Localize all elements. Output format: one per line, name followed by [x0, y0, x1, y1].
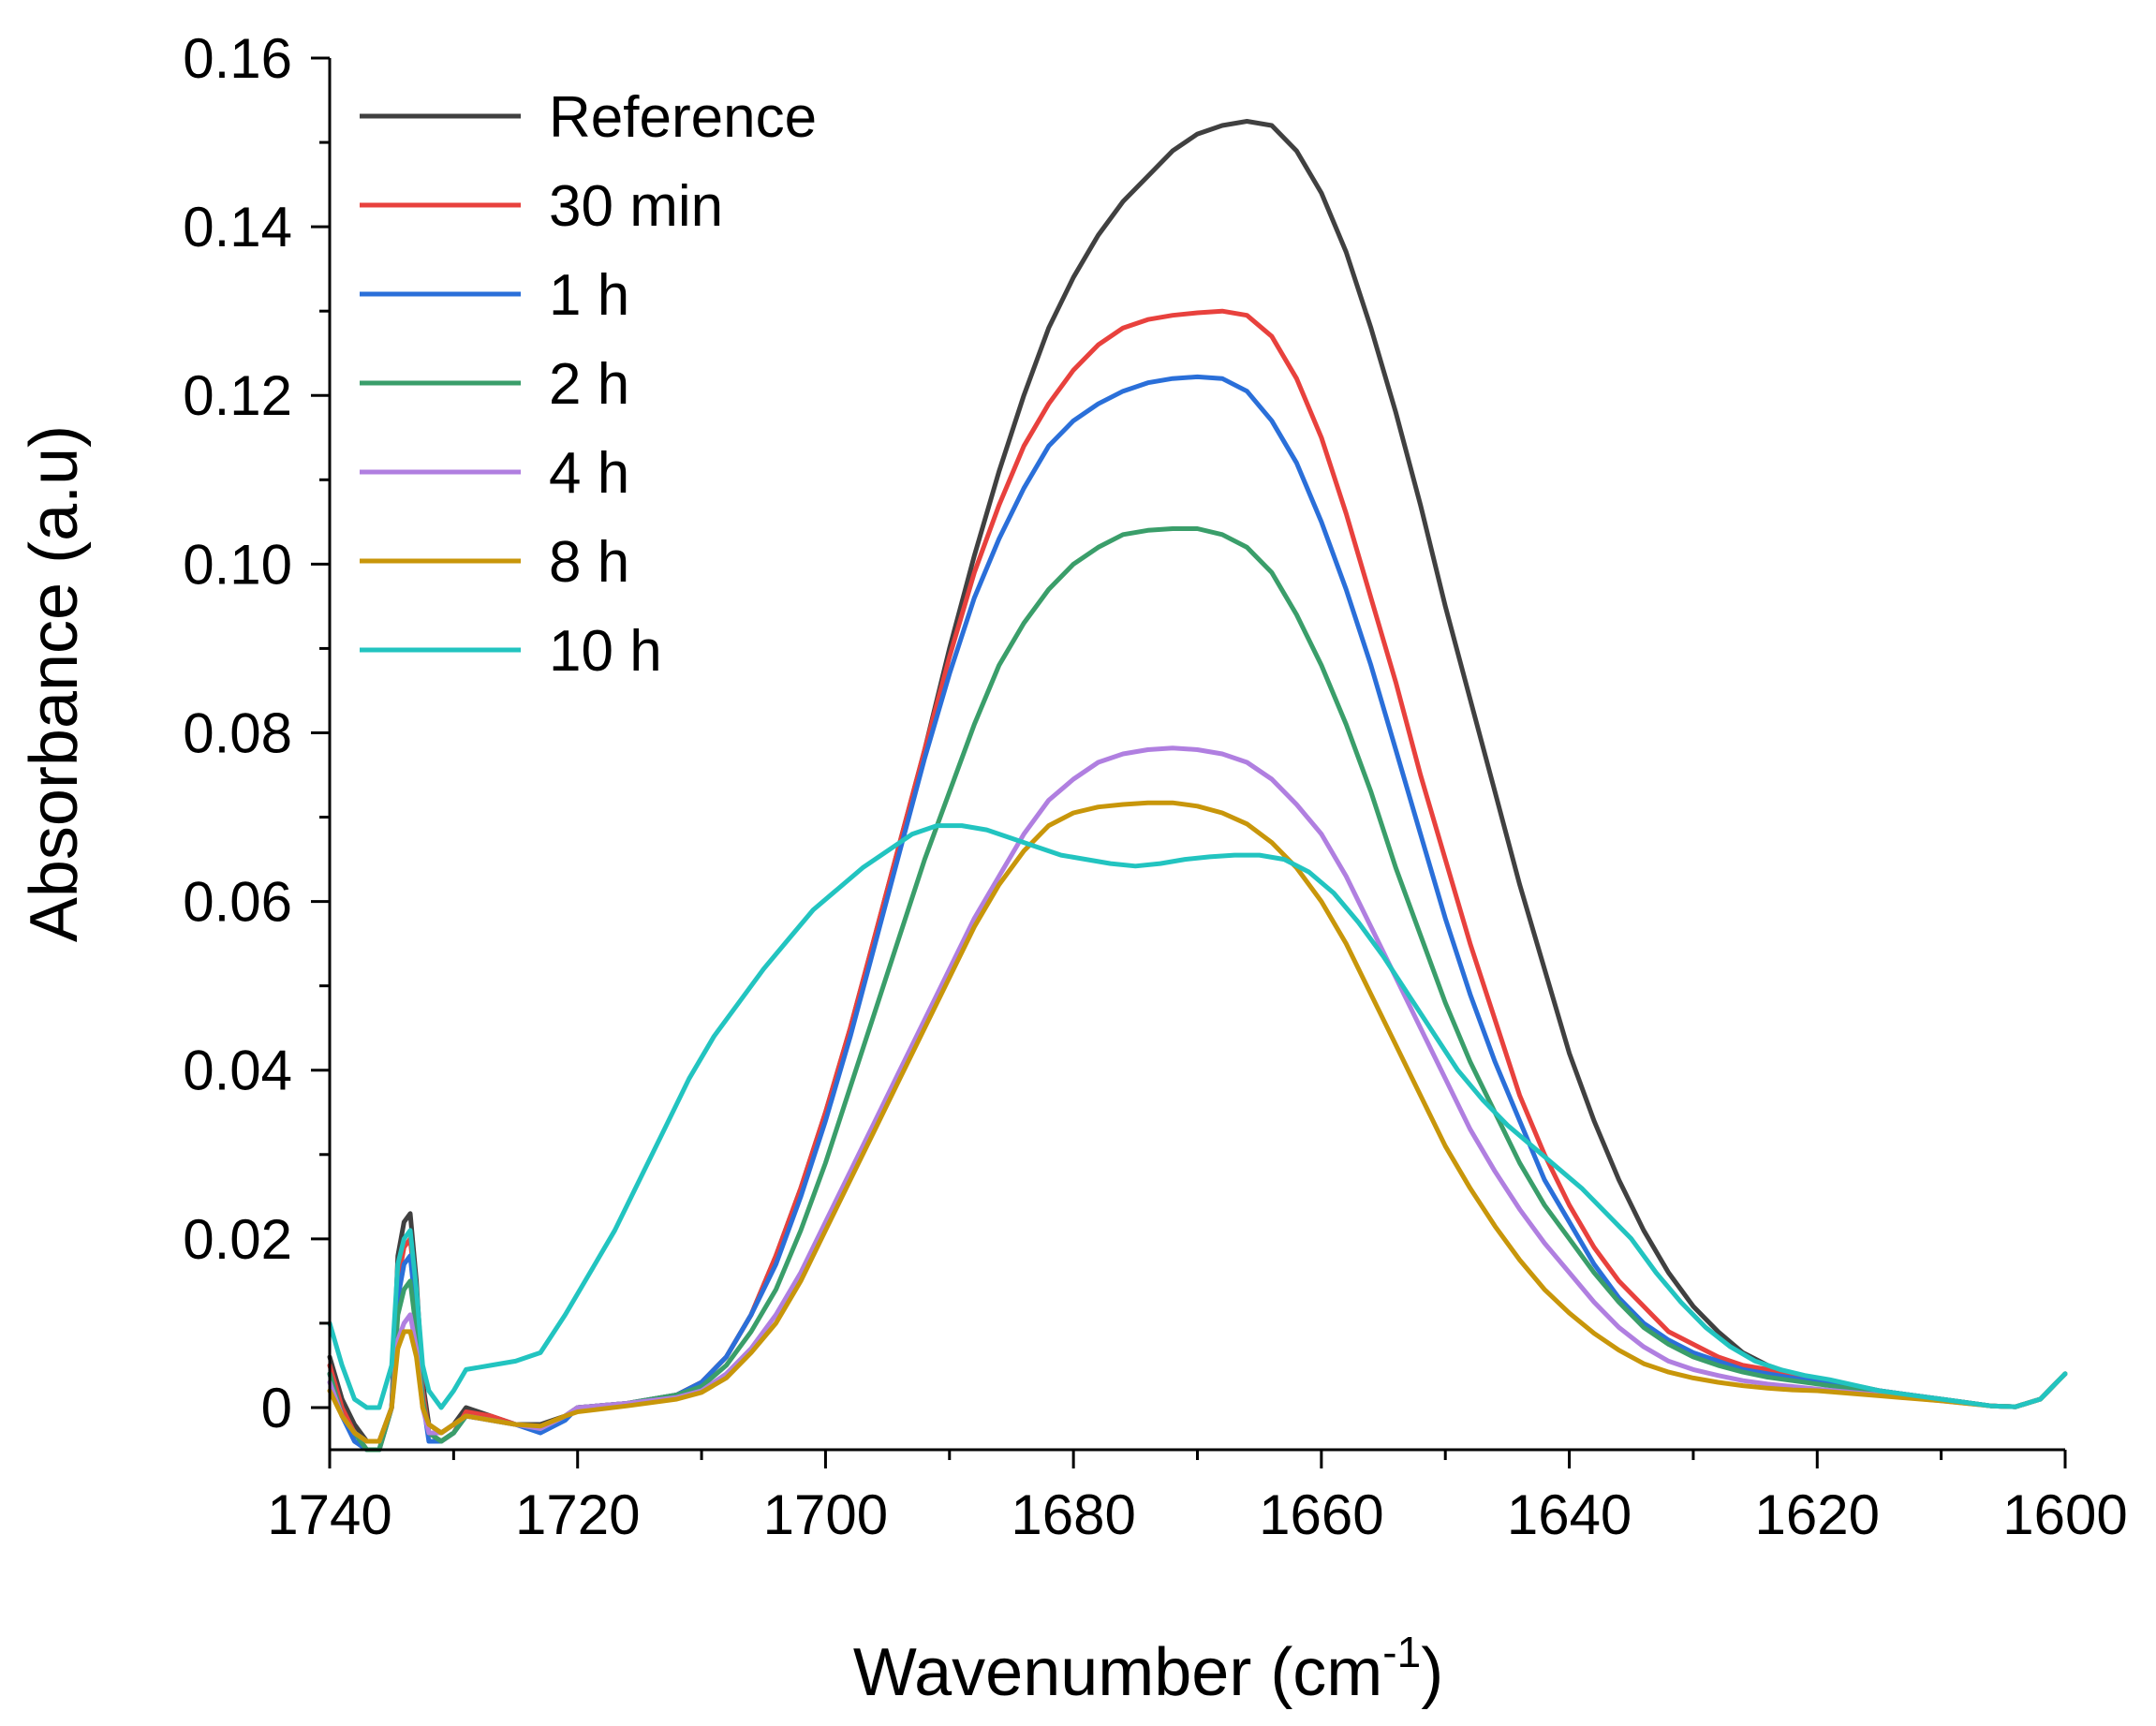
series-line-4-h [327, 745, 2068, 1444]
legend-label-30-min: 30 min [549, 174, 723, 239]
x-axis-title-main: Wavenumber (cm [853, 1635, 1382, 1710]
x-tick-label: 1720 [515, 1483, 640, 1546]
series-line-8-h [327, 800, 2068, 1444]
x-axis-title: Wavenumber (cm-1) [853, 1628, 1443, 1710]
legend-label-reference: Reference [549, 85, 817, 150]
x-tick-label: 1660 [1259, 1483, 1383, 1546]
series-layer [327, 119, 2068, 1453]
y-tick-label: 0.16 [183, 27, 292, 90]
x-tick-label: 1620 [1755, 1483, 1880, 1546]
legend-label-8-h: 8 h [549, 530, 629, 595]
y-tick-label: 0.10 [183, 533, 292, 596]
y-tick-label: 0 [261, 1377, 292, 1439]
x-tick-label: 1680 [1011, 1483, 1135, 1546]
x-axis-title-end: ) [1421, 1635, 1443, 1710]
x-axis-title-superscript: -1 [1382, 1628, 1421, 1676]
x-tick-label: 1640 [1507, 1483, 1632, 1546]
x-tick-label: 1740 [267, 1483, 391, 1546]
x-ticks: 1740 1720 1700 1680 1660 1640 1620 1600 [267, 1450, 2128, 1546]
y-tick-label: 0.12 [183, 364, 292, 427]
x-tick-label: 1700 [763, 1483, 888, 1546]
legend: Reference 30 min 1 h 2 h 4 h 8 h 10 h [360, 85, 817, 684]
series-line-10-h [327, 823, 2068, 1410]
y-tick-label: 0.04 [183, 1040, 292, 1102]
y-axis-title: Absorbance (a.u) [17, 425, 92, 942]
legend-label-2-h: 2 h [549, 352, 629, 417]
legend-label-10-h: 10 h [549, 619, 662, 684]
x-tick-label: 1600 [2002, 1483, 2127, 1546]
y-tick-label: 0.06 [183, 871, 292, 934]
series-line-2-h [327, 526, 2068, 1453]
y-tick-label: 0.14 [183, 196, 292, 258]
y-tick-label: 0.02 [183, 1208, 292, 1271]
y-ticks: 0 0.02 0.04 0.06 0.08 0.10 0.12 0.14 0.16 [183, 27, 330, 1439]
y-tick-label: 0.08 [183, 701, 292, 764]
legend-label-4-h: 4 h [549, 441, 629, 506]
legend-label-1-h: 1 h [549, 263, 629, 328]
